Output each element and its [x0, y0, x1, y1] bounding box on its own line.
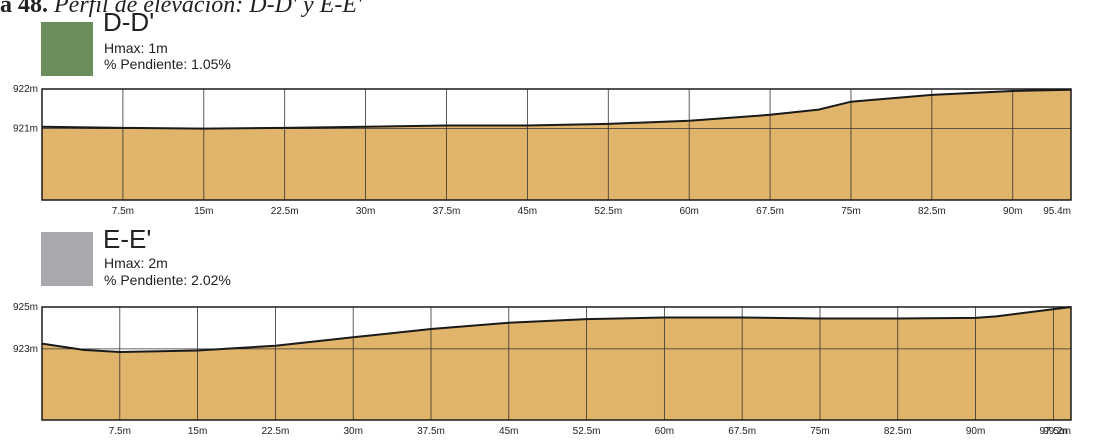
x-tick-label-e: 52.5m — [573, 426, 601, 437]
plot-frame-e — [41, 306, 1072, 421]
slope-label-d: % Pendiente: 1.05% — [104, 56, 231, 72]
x-tick-label-e: 45m — [499, 426, 518, 437]
y-tick-label-d: 921m — [13, 124, 38, 135]
x-tick-label-e: 7.5m — [109, 426, 131, 437]
x-tick-label-d: 15m — [194, 206, 213, 217]
x-tick-label-d: 52.5m — [594, 206, 622, 217]
x-tick-label-e: 37.5m — [417, 426, 445, 437]
legend-swatch-d — [41, 22, 93, 76]
caption-text: Perfil de elevación: D-D' y E-E' — [54, 0, 363, 18]
x-tick-label-e: 99.2m — [1043, 426, 1071, 437]
x-tick-label-d: 60m — [679, 206, 698, 217]
terrain-area-e — [42, 307, 1071, 420]
y-tick-label-d: 922m — [13, 84, 38, 95]
x-tick-label-d: 90m — [1003, 206, 1022, 217]
x-tick-label-d: 30m — [356, 206, 375, 217]
x-tick-label-d: 37.5m — [433, 206, 461, 217]
x-tick-label-d: 67.5m — [756, 206, 784, 217]
figure-caption: a 48. Perfil de elevación: D-D' y E-E' — [0, 0, 362, 19]
x-tick-label-d: 22.5m — [271, 206, 299, 217]
x-tick-label-e: 22.5m — [261, 426, 289, 437]
y-tick-label-e: 925m — [13, 302, 38, 313]
legend-swatch-e — [41, 232, 93, 286]
caption-prefix: a 48. — [0, 0, 48, 18]
profile-title-d: D-D' — [103, 7, 155, 37]
y-tick-label-e: 923m — [13, 344, 38, 355]
profile-line-d — [41, 88, 1072, 130]
x-tick-label-e: 60m — [655, 426, 674, 437]
x-tick-label-e: 97.5m — [1039, 426, 1067, 437]
hmax-label-d: Hmax: 1m — [104, 40, 168, 56]
x-tick-label-d: 7.5m — [112, 206, 134, 217]
x-tick-label-e: 90m — [966, 426, 985, 437]
x-tick-label-d: 95.4m — [1043, 206, 1071, 217]
slope-label-e: % Pendiente: 2.02% — [104, 272, 231, 288]
x-tick-label-e: 67.5m — [728, 426, 756, 437]
x-tick-label-e: 30m — [343, 426, 362, 437]
x-tick-label-d: 75m — [841, 206, 860, 217]
x-tick-label-e: 82.5m — [884, 426, 912, 437]
x-tick-label-d: 45m — [518, 206, 537, 217]
x-tick-label-e: 15m — [188, 426, 207, 437]
terrain-area-d — [42, 89, 1071, 200]
hmax-label-e: Hmax: 2m — [104, 255, 168, 271]
x-tick-label-d: 82.5m — [918, 206, 946, 217]
profile-title-e: E-E' — [103, 224, 152, 254]
x-tick-label-e: 75m — [810, 426, 829, 437]
plot-frame-d — [41, 88, 1072, 201]
profile-line-e — [41, 306, 1072, 354]
